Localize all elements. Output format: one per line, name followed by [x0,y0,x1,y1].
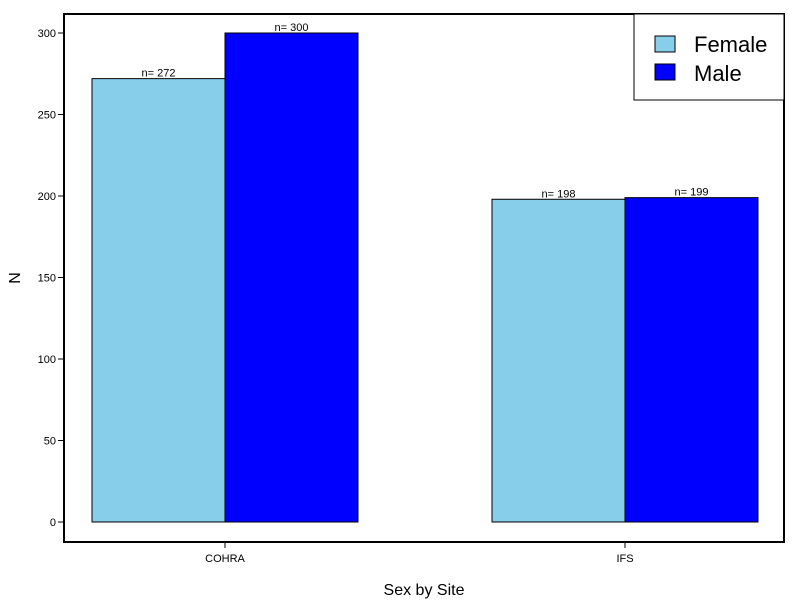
bar-female-cohra [91,78,226,523]
data-label: n= 300 [275,22,309,34]
legend-label-male: Male [694,61,742,86]
y-axis: 0 50 100 150 200 250 300 [38,28,64,529]
legend-swatch-male [654,63,676,81]
y-tick-label: 300 [38,28,56,40]
x-tick-label: COHRA [205,553,245,565]
y-tick-label: 50 [44,436,56,448]
data-labels: n= 272 n= 198 n= 300 n= 199 [142,22,709,200]
bars [91,32,759,523]
legend-box [633,13,785,101]
legend: Female Male [633,13,785,101]
y-tick-label: 250 [38,110,56,122]
legend-label-female: Female [694,32,767,57]
bar-male-ifs [624,197,759,523]
bar-female-ifs [491,198,626,523]
y-tick-label: 100 [38,354,56,366]
y-tick-label: 0 [50,517,56,529]
y-tick-label: 200 [38,191,56,203]
x-axis-title: Sex by Site [384,582,465,599]
data-label: n= 272 [142,68,176,80]
x-axis: COHRA IFS [205,542,634,565]
x-tick-label: IFS [616,553,633,565]
data-label: n= 198 [542,188,576,200]
y-tick-label: 150 [38,273,56,285]
legend-swatch-female [654,35,676,53]
data-label: n= 199 [675,187,709,199]
y-axis-title: N [7,272,24,284]
bar-male-cohra [224,32,359,523]
